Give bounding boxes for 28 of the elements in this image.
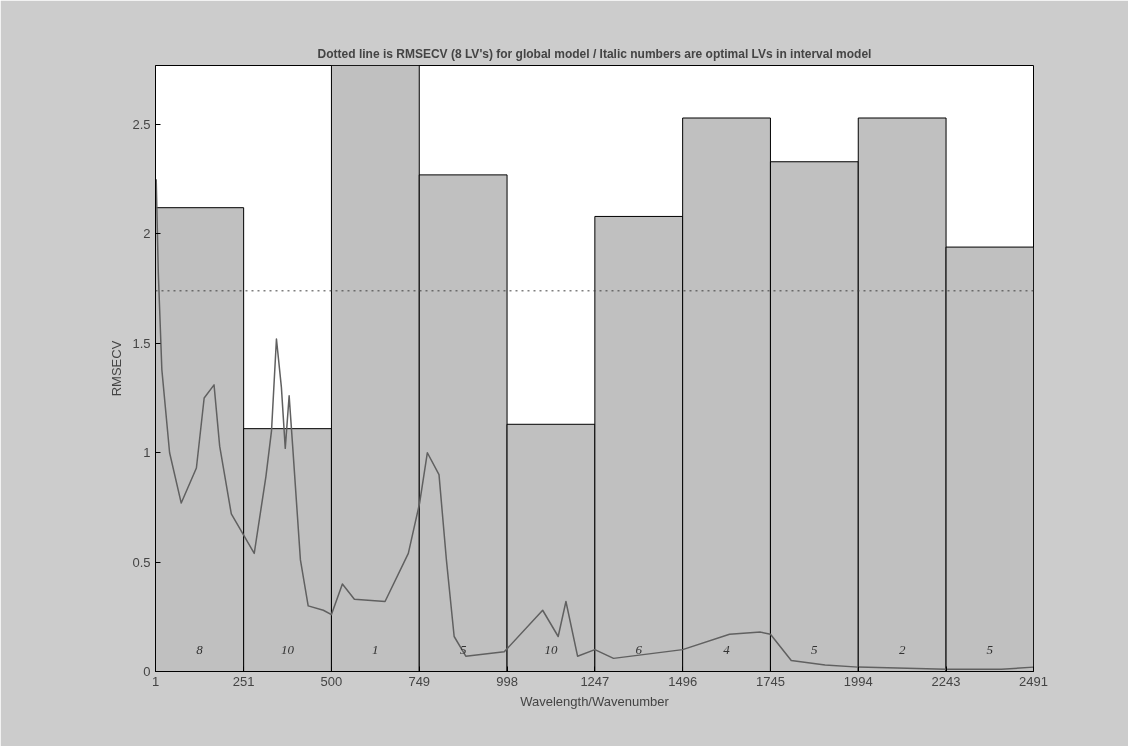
x-tick-label: 1994: [843, 673, 873, 689]
x-tick-label: 500: [320, 673, 343, 689]
annotation: 4: [723, 641, 731, 657]
annotation: 10: [281, 641, 295, 657]
y-tick-label: 2.5: [132, 117, 151, 133]
annotation: 8: [196, 641, 204, 657]
annotation: 1: [372, 641, 379, 657]
x-tick-label: 251: [232, 673, 255, 689]
annotation: 10: [544, 641, 558, 657]
y-tick-label: 1.5: [132, 335, 151, 351]
x-tick-label: 749: [408, 673, 431, 689]
x-axis-title: Wavelength/Wavenumber: [520, 693, 670, 709]
x-tick-label: 998: [496, 673, 518, 689]
y-tick-label: 0: [143, 664, 151, 679]
y-tick-label: 0.5: [132, 554, 151, 570]
annotation: 5: [986, 641, 994, 657]
x-tick-label: 1496: [668, 673, 698, 689]
x-tick-label: 1745: [755, 673, 785, 689]
x-tick-label: 1247: [580, 673, 610, 689]
x-tick-label: 2243: [931, 673, 961, 689]
chart-title: Dotted line is RMSECV (8 LV's) for global model / Italic numbers are optimal LVs in interval model: [317, 46, 872, 61]
annotation: 5: [811, 641, 819, 657]
x-tick-label: 2491: [1019, 673, 1048, 689]
annotation: 6: [635, 641, 643, 657]
annotation: 2: [898, 641, 906, 657]
y-tick-label: 1: [143, 445, 151, 461]
y-axis-title: RMSECV: [109, 340, 125, 397]
y-tick-label: 2: [143, 226, 151, 242]
